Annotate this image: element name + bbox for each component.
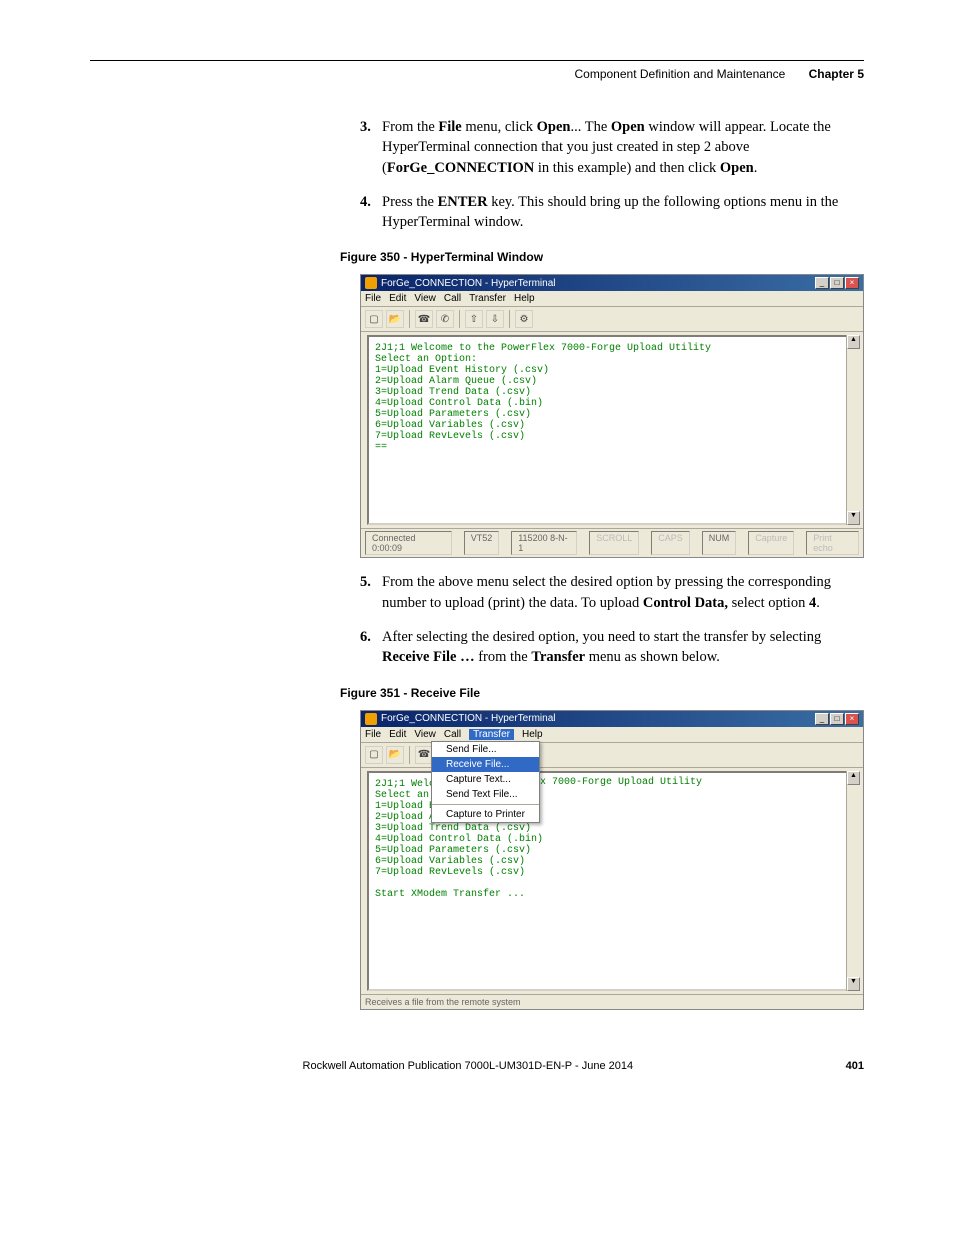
figure-351-caption: Figure 351 - Receive File: [340, 686, 864, 700]
status-connected: Connected 0:00:09: [365, 531, 452, 555]
step-number: 5.: [360, 572, 382, 613]
dropdown-item[interactable]: Receive File...: [432, 757, 539, 772]
scroll-down-icon[interactable]: ▼: [847, 511, 860, 525]
window-title: ForGe_CONNECTION - HyperTerminal: [381, 713, 555, 724]
call-icon[interactable]: ☎: [415, 310, 433, 328]
hyperterminal-window-2: ForGe_CONNECTION - HyperTerminal _ □ × F…: [360, 710, 864, 1010]
toolbar-separator: [459, 310, 460, 328]
status-capture: Capture: [748, 531, 794, 555]
status-num: NUM: [702, 531, 737, 555]
instruction-step: 3.From the File menu, click Open... The …: [360, 117, 864, 178]
send-icon[interactable]: ⇧: [465, 310, 483, 328]
step-body: From the above menu select the desired o…: [382, 572, 864, 613]
step-body: After selecting the desired option, you …: [382, 627, 864, 668]
disconnect-icon[interactable]: ✆: [436, 310, 454, 328]
header-rule: [90, 60, 864, 61]
step-body: From the File menu, click Open... The Op…: [382, 117, 864, 178]
statusbar: Receives a file from the remote system: [361, 994, 863, 1009]
statusbar: Connected 0:00:09 VT52 115200 8-N-1 SCRO…: [361, 528, 863, 557]
transfer-dropdown: Send File...Receive File...Capture Text.…: [431, 741, 540, 823]
minimize-button[interactable]: _: [815, 713, 829, 725]
steps-list-b: 5.From the above menu select the desired…: [360, 572, 864, 667]
menu-file[interactable]: File: [365, 293, 381, 304]
step-number: 4.: [360, 192, 382, 233]
status-emulation: VT52: [464, 531, 500, 555]
menu-view[interactable]: View: [414, 729, 436, 740]
scrollbar[interactable]: ▲ ▼: [846, 335, 860, 525]
minimize-button[interactable]: _: [815, 277, 829, 289]
steps-list-a: 3.From the File menu, click Open... The …: [360, 117, 864, 232]
menubar: File Edit View Call Transfer Help: [361, 291, 863, 307]
receive-icon[interactable]: ⇩: [486, 310, 504, 328]
terminal-output: 2J1;1 Welcome to the PowerFlex 7000-Forg…: [367, 335, 857, 525]
menu-transfer[interactable]: Transfer: [469, 729, 514, 740]
dropdown-separator: [432, 804, 539, 805]
menu-file[interactable]: File: [365, 729, 381, 740]
instruction-step: 5.From the above menu select the desired…: [360, 572, 864, 613]
hyperterminal-window-1: ForGe_CONNECTION - HyperTerminal _ □ × F…: [360, 274, 864, 558]
titlebar: ForGe_CONNECTION - HyperTerminal _ □ ×: [361, 711, 863, 727]
app-icon: [365, 277, 377, 289]
menu-transfer[interactable]: Transfer: [469, 293, 506, 304]
scroll-down-icon[interactable]: ▼: [847, 977, 860, 991]
menubar: FileEditViewCallTransferHelpSend File...…: [361, 727, 863, 743]
maximize-button[interactable]: □: [830, 277, 844, 289]
publication-info: Rockwell Automation Publication 7000L-UM…: [303, 1060, 634, 1072]
page-footer: Rockwell Automation Publication 7000L-UM…: [90, 1060, 864, 1072]
toolbar-separator: [509, 310, 510, 328]
open-icon[interactable]: 📂: [386, 310, 404, 328]
menu-view[interactable]: View: [414, 293, 436, 304]
menu-edit[interactable]: Edit: [389, 729, 406, 740]
dropdown-item[interactable]: Capture to Printer: [432, 807, 539, 822]
status-baud: 115200 8-N-1: [511, 531, 577, 555]
new-icon[interactable]: ▢: [365, 310, 383, 328]
scrollbar[interactable]: ▲ ▼: [846, 771, 860, 991]
app-icon: [365, 713, 377, 725]
open-icon[interactable]: 📂: [386, 746, 404, 764]
menu-help[interactable]: Help: [514, 293, 535, 304]
status-echo: Print echo: [806, 531, 859, 555]
properties-icon[interactable]: ⚙: [515, 310, 533, 328]
status-scroll: SCROLL: [589, 531, 639, 555]
page-number: 401: [846, 1060, 864, 1072]
titlebar: ForGe_CONNECTION - HyperTerminal _ □ ×: [361, 275, 863, 291]
new-icon[interactable]: ▢: [365, 746, 383, 764]
instruction-step: 6.After selecting the desired option, yo…: [360, 627, 864, 668]
maximize-button[interactable]: □: [830, 713, 844, 725]
menu-call[interactable]: Call: [444, 293, 461, 304]
status-help-text: Receives a file from the remote system: [365, 997, 521, 1007]
toolbar-separator: [409, 746, 410, 764]
dropdown-item[interactable]: Capture Text...: [432, 772, 539, 787]
instruction-step: 4.Press the ENTER key. This should bring…: [360, 192, 864, 233]
step-number: 3.: [360, 117, 382, 178]
figure-350-caption: Figure 350 - HyperTerminal Window: [340, 250, 864, 264]
menu-help[interactable]: Help: [522, 729, 543, 740]
chapter-label: Chapter 5: [809, 67, 864, 81]
close-button[interactable]: ×: [845, 277, 859, 289]
window-title: ForGe_CONNECTION - HyperTerminal: [381, 278, 555, 289]
toolbar: ▢ 📂 ☎ ✆ ⇧ ⇩ ⚙: [361, 307, 863, 332]
toolbar-separator: [409, 310, 410, 328]
running-header: Component Definition and Maintenance Cha…: [90, 67, 864, 81]
step-number: 6.: [360, 627, 382, 668]
close-button[interactable]: ×: [845, 713, 859, 725]
scroll-up-icon[interactable]: ▲: [847, 771, 860, 785]
scroll-up-icon[interactable]: ▲: [847, 335, 860, 349]
step-body: Press the ENTER key. This should bring u…: [382, 192, 864, 233]
menu-call[interactable]: Call: [444, 729, 461, 740]
status-caps: CAPS: [651, 531, 690, 555]
dropdown-item[interactable]: Send Text File...: [432, 787, 539, 802]
section-title: Component Definition and Maintenance: [574, 67, 785, 81]
dropdown-item[interactable]: Send File...: [432, 742, 539, 757]
menu-edit[interactable]: Edit: [389, 293, 406, 304]
